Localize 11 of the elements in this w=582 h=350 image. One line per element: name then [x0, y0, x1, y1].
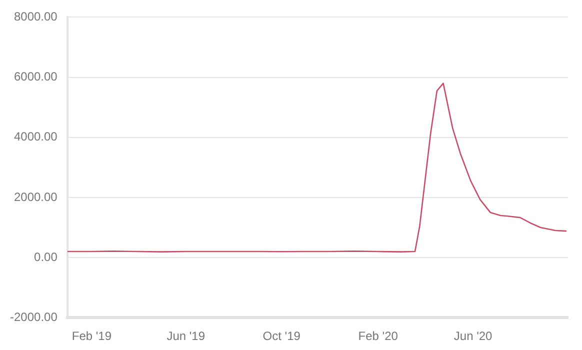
- x-tick-label: Jun '20: [454, 329, 493, 344]
- y-tick-label: 4000.00: [14, 130, 58, 144]
- x-tick-label: Oct '19: [262, 329, 301, 344]
- y-tick-label: -2000.00: [10, 310, 58, 324]
- y-tick-label: 8000.00: [14, 10, 58, 24]
- x-tick-label: Feb '19: [72, 329, 112, 344]
- x-tick-label: Jun '19: [166, 329, 206, 344]
- y-tick-label: 2000.00: [14, 190, 58, 204]
- x-tick-label: Feb '20: [358, 329, 398, 344]
- y-tick-label: 6000.00: [14, 70, 58, 84]
- y-tick-label: 0.00: [34, 250, 58, 264]
